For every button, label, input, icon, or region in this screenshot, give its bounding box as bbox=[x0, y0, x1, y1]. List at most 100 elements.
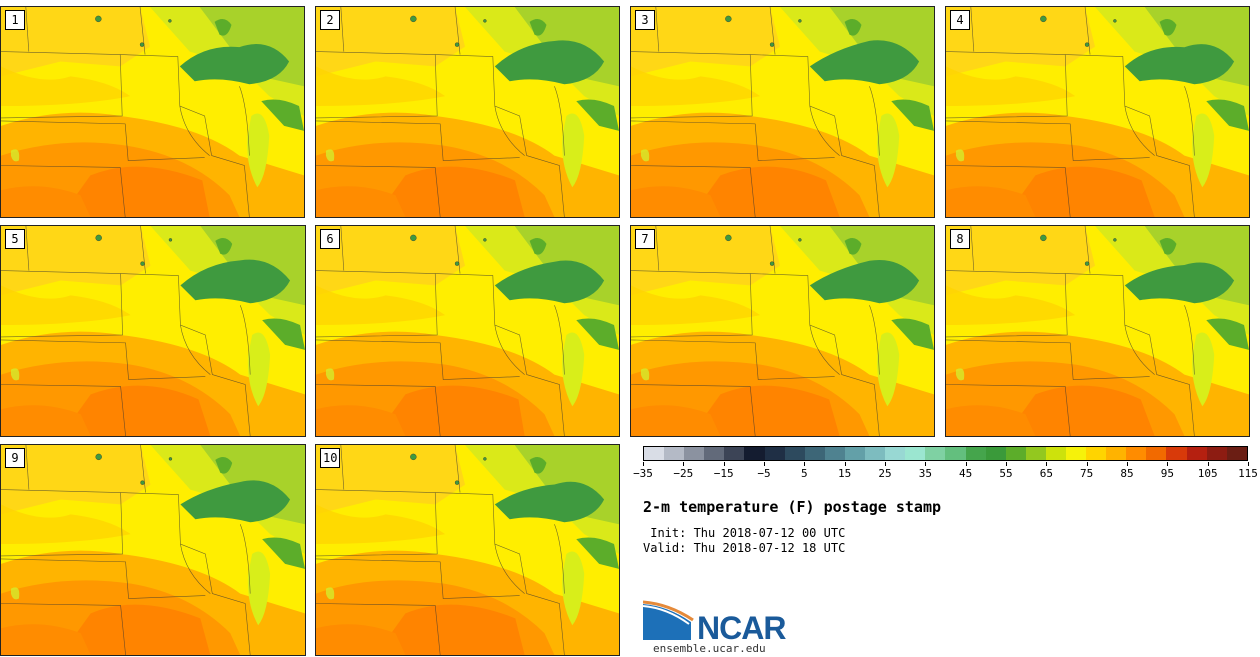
colorbar-tick bbox=[1207, 462, 1209, 466]
temperature-map bbox=[946, 7, 1249, 217]
temperature-map bbox=[1, 7, 304, 217]
colorbar-tick-label: 55 bbox=[999, 467, 1013, 480]
colorbar-tick bbox=[885, 462, 886, 466]
colorbar-swatch bbox=[985, 447, 1006, 460]
colorbar-swatch bbox=[724, 447, 745, 460]
colorbar-swatch bbox=[1186, 447, 1207, 460]
colorbar-tick bbox=[723, 462, 725, 466]
map-panel: 5 bbox=[0, 225, 306, 437]
colorbar-tick-label: 105 bbox=[1197, 467, 1218, 480]
panel-number: 2 bbox=[320, 10, 340, 30]
map-panel: 4 bbox=[945, 6, 1250, 218]
colorbar-swatch bbox=[885, 447, 906, 460]
panel-number: 4 bbox=[950, 10, 970, 30]
colorbar-swatch bbox=[644, 447, 665, 460]
temperature-colorbar bbox=[643, 446, 1248, 461]
panel-number: 7 bbox=[635, 229, 655, 249]
colorbar-tick bbox=[1086, 462, 1088, 466]
colorbar-tick-label: 115 bbox=[1238, 467, 1258, 480]
panel-number: 8 bbox=[950, 229, 970, 249]
colorbar-swatch bbox=[1206, 447, 1227, 460]
colorbar-tick-label: −5 bbox=[757, 467, 771, 480]
colorbar-swatch bbox=[1025, 447, 1046, 460]
colorbar-tick bbox=[925, 462, 927, 466]
site-url: ensemble.ucar.edu bbox=[653, 642, 766, 655]
colorbar-swatch bbox=[764, 447, 785, 460]
colorbar-tick bbox=[1167, 462, 1169, 466]
colorbar-tick bbox=[1127, 462, 1128, 466]
colorbar-tick-label: 65 bbox=[1039, 467, 1053, 480]
colorbar-swatch bbox=[865, 447, 886, 460]
colorbar-tick-label: −35 bbox=[633, 467, 653, 480]
colorbar-swatch bbox=[965, 447, 986, 460]
colorbar-tick-label: 5 bbox=[801, 467, 808, 480]
colorbar-tick bbox=[643, 462, 644, 466]
colorbar-tick bbox=[1248, 462, 1249, 466]
colorbar-swatch bbox=[684, 447, 705, 460]
map-panel: 3 bbox=[630, 6, 935, 218]
map-panel: 7 bbox=[630, 225, 935, 437]
colorbar-tick bbox=[965, 462, 967, 466]
panel-number: 5 bbox=[5, 229, 25, 249]
panel-number: 3 bbox=[635, 10, 655, 30]
colorbar-tick-label: 15 bbox=[838, 467, 852, 480]
ncar-wordmark: NCAR bbox=[697, 610, 786, 646]
colorbar-ticks: −35 −25 −15 −5 5 15 25 35 45 55 65 75 85 95 105 115 bbox=[633, 462, 1258, 482]
map-panel: 10 bbox=[315, 444, 620, 656]
colorbar-swatch bbox=[1166, 447, 1187, 460]
temperature-map bbox=[631, 7, 934, 217]
colorbar-swatch bbox=[804, 447, 825, 460]
temperature-map bbox=[631, 226, 934, 436]
colorbar-swatch bbox=[905, 447, 926, 460]
temperature-map bbox=[316, 445, 619, 655]
panel-number: 9 bbox=[5, 448, 25, 468]
colorbar-tick bbox=[844, 462, 846, 466]
colorbar-swatch bbox=[1065, 447, 1087, 460]
colorbar-tick bbox=[683, 462, 685, 466]
colorbar-swatch bbox=[844, 447, 866, 460]
temperature-map bbox=[1, 226, 305, 436]
panel-number: 1 bbox=[5, 10, 25, 30]
colorbar-tick bbox=[764, 462, 765, 466]
colorbar-tick-label: 35 bbox=[918, 467, 932, 480]
colorbar-tick-label: 25 bbox=[878, 467, 892, 480]
colorbar-swatch bbox=[925, 447, 946, 460]
map-panel: 8 bbox=[945, 225, 1250, 437]
colorbar-swatch bbox=[1226, 447, 1247, 460]
colorbar-swatch bbox=[945, 447, 966, 460]
panel-number: 10 bbox=[320, 448, 341, 468]
map-panel: 2 bbox=[315, 6, 620, 218]
colorbar-tick bbox=[804, 462, 806, 466]
temperature-map bbox=[1, 445, 305, 655]
colorbar-tick bbox=[1006, 462, 1007, 466]
map-panel: 9 bbox=[0, 444, 306, 656]
temperature-map bbox=[316, 7, 619, 217]
map-panel: 6 bbox=[315, 225, 620, 437]
colorbar-swatch bbox=[1086, 447, 1107, 460]
colorbar-swatch bbox=[1146, 447, 1167, 460]
colorbar-tick-label: 45 bbox=[959, 467, 973, 480]
map-panel: 1 bbox=[0, 6, 305, 218]
chart-title: 2-m temperature (F) postage stamp bbox=[643, 498, 942, 516]
colorbar-tick-label: 95 bbox=[1160, 467, 1174, 480]
colorbar-tick-label: 75 bbox=[1080, 467, 1094, 480]
colorbar-tick-label: −15 bbox=[713, 467, 734, 480]
colorbar-swatch bbox=[664, 447, 685, 460]
colorbar-swatch bbox=[1126, 447, 1147, 460]
colorbar-swatch bbox=[1106, 447, 1127, 460]
temperature-map bbox=[946, 226, 1249, 436]
colorbar-swatch bbox=[784, 447, 805, 460]
colorbar-tick-label: −25 bbox=[673, 467, 694, 480]
colorbar-tick-label: 85 bbox=[1120, 467, 1134, 480]
colorbar-swatch bbox=[1045, 447, 1066, 460]
colorbar-tick bbox=[1046, 462, 1048, 466]
ncar-logo-icon bbox=[643, 600, 694, 640]
temperature-map bbox=[316, 226, 619, 436]
colorbar-swatch bbox=[1005, 447, 1026, 460]
valid-time: Valid: Thu 2018-07-12 18 UTC bbox=[643, 541, 846, 555]
init-time: Init: Thu 2018-07-12 00 UTC bbox=[643, 526, 846, 540]
panel-number: 6 bbox=[320, 229, 340, 249]
colorbar-swatch bbox=[704, 447, 725, 460]
colorbar-swatch bbox=[744, 447, 765, 460]
colorbar-swatch bbox=[824, 447, 845, 460]
